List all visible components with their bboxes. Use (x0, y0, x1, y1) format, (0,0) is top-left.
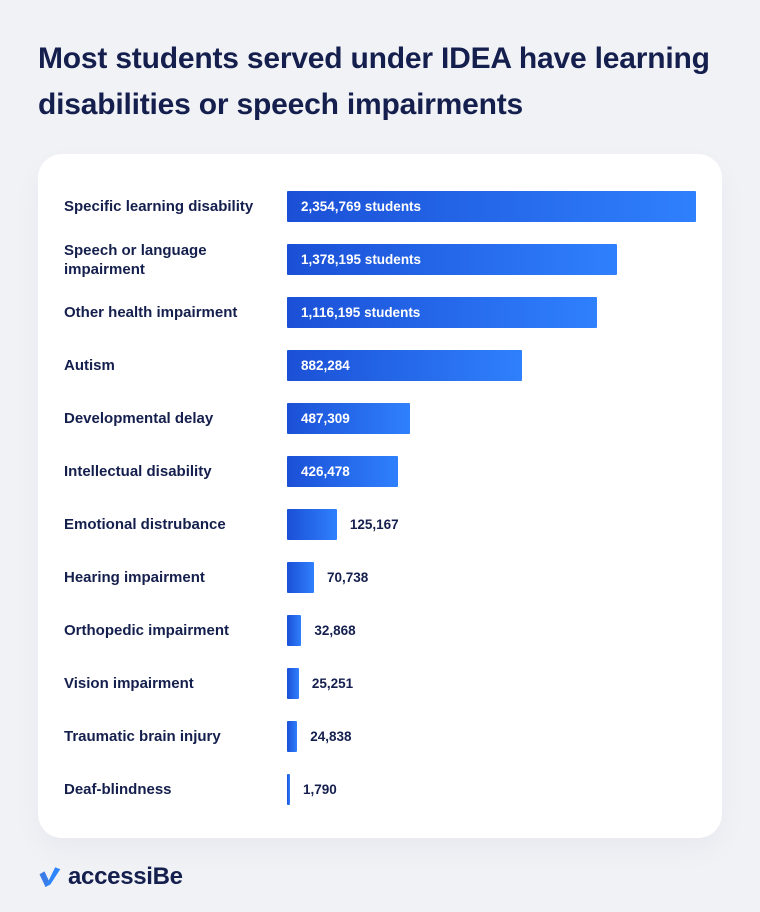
chart-row: Developmental delay 487,309 (64, 403, 722, 434)
value-bar: 1,116,195 students (287, 297, 598, 328)
value-bar (287, 509, 337, 540)
bar-value-label: 2,354,769 students (301, 199, 422, 214)
category-label: Emotional distrubance (64, 516, 226, 533)
category-label: Deaf-blindness (64, 781, 172, 798)
value-bar: 2,354,769 students (287, 191, 696, 222)
bar-value-label: 24,838 (310, 729, 352, 744)
category-label: Other health impairment (64, 304, 238, 321)
bar-area: 426,478 (287, 456, 696, 487)
chart-row: Other health impairment 1,116,195 student… (64, 297, 722, 328)
bar-value-label: 32,868 (314, 623, 356, 638)
chart-row: Specific learning disability 2,354,769 st… (64, 191, 722, 222)
bar-value-label: 426,478 (301, 464, 350, 479)
bar-value-label: 1,116,195 students (301, 305, 421, 320)
accessibe-checkmark-icon (38, 866, 61, 888)
bar-value-label: 25,251 (311, 676, 354, 691)
category-label: Developmental delay (64, 410, 214, 427)
value-bar (287, 615, 302, 646)
chart-row: Vision impairment 25,251 (64, 668, 722, 699)
bar-chart: Specific learning disability 2,354,769 st… (64, 191, 722, 805)
bar-area: 1,116,195 students (287, 297, 696, 328)
brand-footer: accessiBe (38, 863, 722, 891)
bar-value-label: 70,738 (326, 570, 369, 585)
chart-row: Traumatic brain injury 24,838 (64, 721, 722, 752)
chart-card: Specific learning disability 2,354,769 st… (38, 154, 722, 838)
value-bar (287, 668, 299, 699)
category-label: Orthopedic impairment (64, 622, 230, 639)
chart-row: Deaf-blindness 1,790 (64, 774, 722, 805)
category-label: Vision impairment (64, 675, 194, 692)
value-bar (287, 721, 298, 752)
bar-area: 125,167 (287, 509, 696, 540)
bar-value-label: 125,167 (349, 517, 399, 532)
category-label: Specific learning disability (64, 198, 254, 215)
value-bar (287, 774, 290, 805)
bar-area: 2,354,769 students (287, 191, 696, 222)
bar-area: 70,738 (287, 562, 696, 593)
bar-value-label: 1,790 (303, 782, 337, 797)
value-bar: 426,478 (287, 456, 399, 487)
bar-area: 487,309 (287, 403, 696, 434)
value-bar (287, 562, 314, 593)
bar-area: 1,378,195 students (287, 244, 696, 275)
chart-row: Hearing impairment 70,738 (64, 562, 722, 593)
chart-row: Orthopedic impairment 32,868 (64, 615, 722, 646)
chart-title: Most students served under IDEA have lea… (38, 42, 710, 121)
value-bar: 882,284 (287, 350, 523, 381)
category-label: Autism (64, 357, 115, 374)
brand-logo-text: accessiBe (68, 863, 183, 890)
bar-value-label: 487,309 (301, 411, 350, 426)
chart-row: Intellectual disability 426,478 (64, 456, 722, 487)
bar-area: 1,790 (287, 774, 696, 805)
category-label: Traumatic brain injury (64, 728, 221, 745)
bar-area: 24,838 (287, 721, 696, 752)
bar-area: 882,284 (287, 350, 696, 381)
category-label: Hearing impairment (64, 569, 205, 586)
bar-area: 32,868 (287, 615, 696, 646)
chart-row: Emotional distrubance 125,167 (64, 509, 722, 540)
value-bar: 487,309 (287, 403, 411, 434)
chart-row: Autism 882,284 (64, 350, 722, 381)
bar-area: 25,251 (287, 668, 696, 699)
category-label: Intellectual disability (64, 463, 212, 480)
bar-value-label: 882,284 (301, 358, 350, 373)
value-bar: 1,378,195 students (287, 244, 618, 275)
bar-value-label: 1,378,195 students (301, 252, 422, 267)
chart-row: Speech or language impairment 1,378,195 s… (64, 242, 722, 278)
category-label: Speech or language impairment (64, 241, 207, 278)
